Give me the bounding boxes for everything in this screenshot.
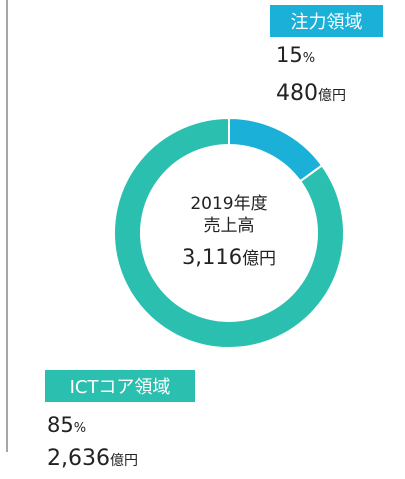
donut-segment — [228, 116, 324, 183]
legend-label: 注力領域 — [291, 12, 363, 33]
percent-unit: % — [74, 421, 86, 436]
amount-unit: 億円 — [318, 88, 346, 104]
percent-number: 85 — [47, 413, 74, 437]
percent-label: 85% — [47, 413, 86, 437]
total-number: 3,116 — [182, 245, 242, 269]
label-box — [45, 370, 195, 402]
percent-label: 15% — [276, 43, 315, 67]
legend-label: ICTコア領域 — [70, 377, 171, 398]
amount-label: 480億円 — [276, 81, 346, 106]
amount-unit: 億円 — [110, 453, 138, 469]
total-unit: 億円 — [242, 249, 276, 269]
label-box — [270, 5, 383, 37]
center-total: 3,116億円 — [182, 245, 276, 269]
amount-label: 2,636億円 — [47, 446, 138, 471]
amount-number: 480 — [276, 81, 318, 106]
center-year: 2019年度 — [190, 194, 267, 214]
percent-number: 15 — [276, 43, 303, 67]
percent-unit: % — [303, 51, 315, 66]
amount-number: 2,636 — [47, 446, 110, 471]
center-label: 売上高 — [204, 216, 255, 236]
donut-segment — [113, 116, 345, 349]
